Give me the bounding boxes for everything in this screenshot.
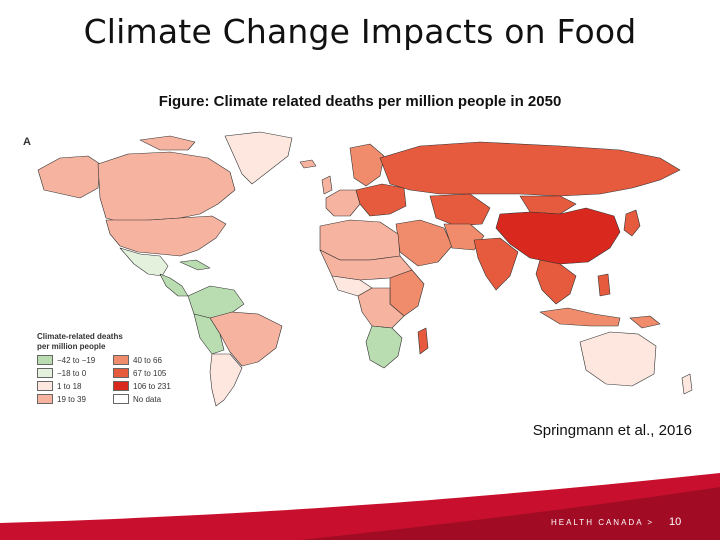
legend-label: 1 to 18 [57,381,82,391]
legend-label: No data [133,394,162,404]
region-arctic-islands [139,135,196,151]
map-legend: Climate-related deaths per million peopl… [37,332,197,404]
legend-label: 106 to 231 [133,381,171,391]
region-southern-africa [365,325,403,369]
legend-grid: −42 to −19 40 to 66 −18 to 0 67 to 105 1… [37,355,197,404]
source-citation: Springmann et al., 2016 [532,422,692,439]
page-number: 10 [669,516,682,528]
brand-wordmark: HEALTH CANADA > [551,518,654,527]
region-western-europe [325,189,361,217]
legend-swatch [37,368,53,378]
legend-title-line1: Climate-related deaths [37,332,123,341]
region-madagascar [417,327,429,355]
region-india [473,237,519,291]
region-indonesia [539,307,621,327]
region-central-africa [357,287,405,329]
region-andes [193,313,225,355]
legend-label: 40 to 66 [133,355,162,365]
legend-swatch [37,394,53,404]
region-mongolia [519,195,577,215]
panel-letter: A [23,136,31,148]
region-scandinavia [349,143,385,187]
legend-title-line2: per million people [37,342,106,351]
region-central-america [159,273,189,297]
legend-item: No data [113,394,193,404]
region-alaska [37,155,101,199]
legend-swatch [113,381,129,391]
region-uk [321,175,333,195]
region-australia [579,331,657,387]
legend-swatch [37,355,53,365]
footer-shape [0,473,720,540]
legend-item: 1 to 18 [37,381,113,391]
legend-label: −18 to 0 [57,368,87,378]
legend-item: 40 to 66 [113,355,193,365]
slide-title: Climate Change Impacts on Food [83,12,637,51]
region-canada [97,151,236,223]
footer-band [0,465,720,540]
figure-caption: Figure: Climate related deaths per milli… [158,93,562,110]
region-mexico [119,247,169,277]
region-north-africa [319,219,401,261]
region-usa [105,215,227,257]
region-iceland [299,159,317,169]
legend-item: 67 to 105 [113,368,193,378]
region-brazil [209,311,283,367]
legend-swatch [113,394,129,404]
legend-label: 67 to 105 [133,368,167,378]
region-greenland [224,131,293,185]
region-china [495,207,621,265]
world-map-svg [37,131,693,407]
region-southeast-asia [535,259,577,305]
legend-item: −42 to −19 [37,355,113,365]
region-russia [379,141,681,197]
region-eastern-europe [355,183,407,217]
region-philippines [597,273,611,297]
region-southern-cone [209,353,243,407]
legend-swatch [113,355,129,365]
region-caribbean [179,259,211,271]
region-new-zealand [681,373,693,395]
legend-swatch [37,381,53,391]
legend-item: 19 to 39 [37,394,113,404]
region-papua [629,315,661,329]
region-japan [623,209,641,237]
region-central-asia [429,193,491,227]
world-map [20,128,710,410]
region-middle-east [395,219,453,267]
legend-label: −42 to −19 [57,355,96,365]
legend-item: −18 to 0 [37,368,113,378]
legend-item: 106 to 231 [113,381,193,391]
legend-label: 19 to 39 [57,394,86,404]
legend-swatch [113,368,129,378]
